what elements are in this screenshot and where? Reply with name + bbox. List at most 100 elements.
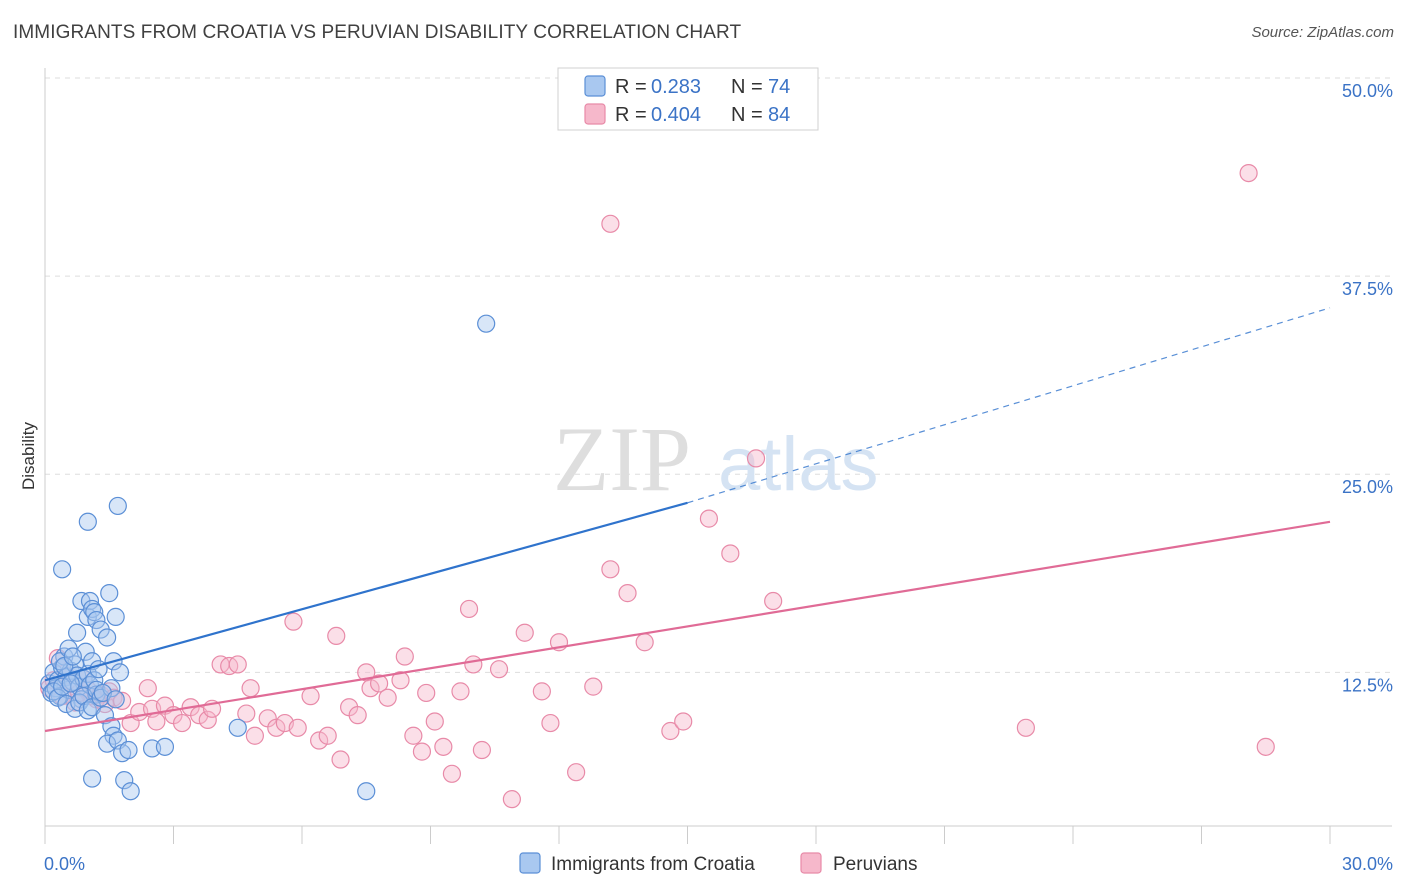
y-tick-label: 12.5% [1342, 675, 1393, 695]
legend-r-label-peruvians: R = [615, 104, 647, 126]
chart-title: IMMIGRANTS FROM CROATIA VS PERUVIAN DISA… [13, 22, 742, 43]
y-tick-label: 25.0% [1342, 477, 1393, 497]
data-point-peruvians [112, 691, 132, 710]
watermark-atlas: atlas [718, 422, 879, 507]
legend-n-label-peruvians: N = [731, 104, 763, 126]
data-point-peruvians [228, 655, 247, 674]
data-point-croatia [68, 623, 87, 642]
trendline-croatia [44, 501, 688, 682]
legend-r-label-croatia: R = [615, 76, 647, 98]
trendline-croatia-extension [687, 307, 1331, 504]
data-point-croatia [83, 599, 102, 619]
data-point-croatia [119, 740, 138, 760]
data-point-peruvians [241, 679, 260, 698]
data-point-peruvians [502, 790, 521, 809]
data-point-croatia [100, 584, 119, 603]
data-point-peruvians [464, 655, 483, 674]
data-point-peruvians [601, 560, 620, 579]
y-tick-label: 50.0% [1342, 81, 1393, 101]
data-point-peruvians [198, 710, 217, 730]
data-point-peruvians [378, 688, 397, 707]
data-point-croatia [121, 782, 140, 801]
trendline-peruvians [44, 520, 1331, 733]
data-point-croatia [98, 628, 117, 647]
data-point-peruvians [301, 687, 320, 706]
data-point-peruvians [412, 742, 432, 761]
data-point-peruvians [237, 704, 256, 723]
data-point-peruvians [541, 713, 560, 733]
trendlines [44, 307, 1331, 733]
data-point-peruvians [459, 599, 479, 619]
legend-box: R = 0.283 N = 74 R = 0.404 N = 84 [557, 67, 819, 131]
data-point-peruvians [567, 763, 586, 782]
bottom-legend-label-peruvians: Peruvians [833, 854, 918, 875]
data-point-peruvians [515, 623, 534, 642]
x-tick-label-min: 0.0% [44, 854, 85, 874]
data-point-peruvians [172, 713, 192, 733]
data-point-croatia [228, 718, 247, 737]
data-point-croatia [63, 647, 82, 666]
data-point-croatia [108, 496, 127, 516]
y-tick-labels: 12.5% 25.0% 37.5% 50.0% [1342, 81, 1393, 695]
legend-swatch-croatia [584, 75, 606, 97]
data-point-peruvians [147, 712, 166, 731]
data-point-peruvians [331, 750, 350, 769]
data-point-peruvians [267, 718, 286, 737]
bottom-legend: Immigrants from Croatia Peruvians [519, 852, 918, 875]
legend-n-value-peruvians: 84 [768, 104, 790, 126]
legend-n-label-croatia: N = [731, 76, 763, 98]
data-point-peruvians [318, 726, 337, 745]
data-point-peruvians [472, 740, 491, 760]
data-point-peruvians [404, 726, 423, 745]
data-point-peruvians [618, 584, 637, 603]
data-point-peruvians [434, 737, 453, 756]
series-peruvians-points [40, 163, 1275, 809]
legend-n-value-croatia: 74 [768, 76, 790, 98]
data-point-peruvians [699, 509, 719, 528]
data-point-peruvians [361, 679, 380, 698]
data-point-peruvians [661, 721, 680, 741]
data-point-croatia [78, 512, 97, 531]
x-tick-label-max: 30.0% [1342, 854, 1393, 874]
data-point-peruvians [284, 612, 303, 631]
bottom-legend-swatch-croatia [519, 852, 541, 874]
data-point-peruvians [370, 674, 389, 693]
data-point-croatia [98, 734, 117, 753]
data-point-croatia [106, 690, 125, 709]
data-point-croatia [115, 771, 134, 790]
data-point-peruvians [489, 660, 509, 679]
axes [44, 68, 1392, 844]
data-point-peruvians [1239, 163, 1258, 183]
data-point-croatia [155, 737, 175, 756]
data-point-peruvians [288, 718, 307, 737]
data-point-croatia [357, 782, 376, 801]
bottom-legend-label-croatia: Immigrants from Croatia [551, 854, 755, 875]
bottom-legend-swatch-peruvians [800, 852, 822, 874]
data-point-peruvians [310, 731, 329, 750]
watermark: ZIP atlas [553, 408, 879, 510]
data-point-croatia [106, 607, 125, 626]
data-point-peruvians [1016, 718, 1035, 737]
chart-source: Source: ZipAtlas.com [1251, 24, 1394, 41]
y-axis-label: Disability [19, 421, 38, 490]
data-point-peruvians [425, 712, 444, 731]
legend-swatch-peruvians [584, 103, 606, 125]
data-point-peruvians [674, 712, 693, 731]
data-point-croatia [61, 674, 80, 693]
data-point-peruvians [417, 683, 436, 703]
y-tick-label: 37.5% [1342, 279, 1393, 299]
data-point-croatia [87, 610, 106, 630]
data-point-croatia [53, 560, 72, 579]
data-point-peruvians [391, 671, 410, 690]
data-point-peruvians [635, 633, 654, 652]
data-point-peruvians [348, 706, 367, 725]
legend-r-value-croatia: 0.283 [651, 76, 701, 98]
data-point-croatia [110, 663, 130, 682]
data-point-peruvians [746, 449, 766, 468]
data-point-peruvians [442, 764, 462, 783]
data-point-peruvians [532, 682, 551, 701]
data-point-peruvians [395, 647, 414, 666]
data-point-peruvians [451, 682, 470, 701]
watermark-zip: ZIP [553, 408, 691, 510]
